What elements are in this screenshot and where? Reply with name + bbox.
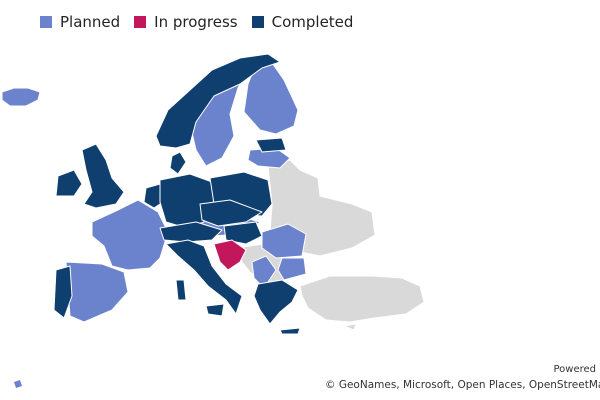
legend-label-planned: Planned — [60, 13, 121, 31]
region-denmark[interactable] — [169, 151, 187, 175]
region-germany[interactable] — [159, 173, 215, 229]
map-legend: Planned In progress Completed — [40, 13, 353, 31]
region-switzerland-austria[interactable] — [159, 221, 223, 243]
region-greece[interactable] — [253, 279, 299, 325]
region-cyprus[interactable] — [343, 323, 357, 331]
legend-label-completed: Completed — [271, 13, 354, 31]
legend-swatch-planned — [40, 16, 52, 28]
region-bulgaria[interactable] — [277, 257, 307, 281]
region-iceland[interactable] — [1, 87, 41, 107]
legend-item-planned[interactable]: Planned — [40, 13, 120, 31]
region-atlantic-islands — [14, 380, 22, 388]
region-norway[interactable] — [155, 53, 281, 149]
region-hungary[interactable] — [223, 221, 263, 245]
region-crete[interactable] — [279, 327, 301, 335]
legend-swatch-completed — [251, 16, 264, 28]
region-romania[interactable] — [261, 223, 307, 259]
legend-swatch-in-progress — [134, 16, 147, 28]
legend-item-in-progress[interactable]: In progress — [134, 13, 238, 31]
region-croatia[interactable] — [213, 239, 247, 271]
legend-label-in-progress: In progress — [154, 13, 238, 31]
attribution-copyright[interactable]: © GeoNames, Microsoft, Open Places, Open… — [325, 379, 600, 391]
region-balkans-planned[interactable] — [251, 255, 277, 289]
region-iberia[interactable] — [65, 261, 129, 323]
region-estonia[interactable] — [255, 137, 287, 153]
region-portugal[interactable] — [53, 265, 73, 319]
region-france[interactable] — [91, 199, 169, 271]
region-sardinia-corsica[interactable] — [175, 279, 187, 301]
region-czech-slovakia[interactable] — [199, 199, 263, 227]
attribution-powered: Powered — [553, 364, 596, 375]
region-turkey[interactable] — [299, 275, 425, 323]
legend-item-completed[interactable]: Completed — [251, 13, 354, 31]
region-italy[interactable] — [165, 239, 243, 315]
region-sicily[interactable] — [205, 303, 225, 317]
region-ireland[interactable] — [55, 169, 83, 197]
region-great-britain[interactable] — [81, 143, 125, 209]
